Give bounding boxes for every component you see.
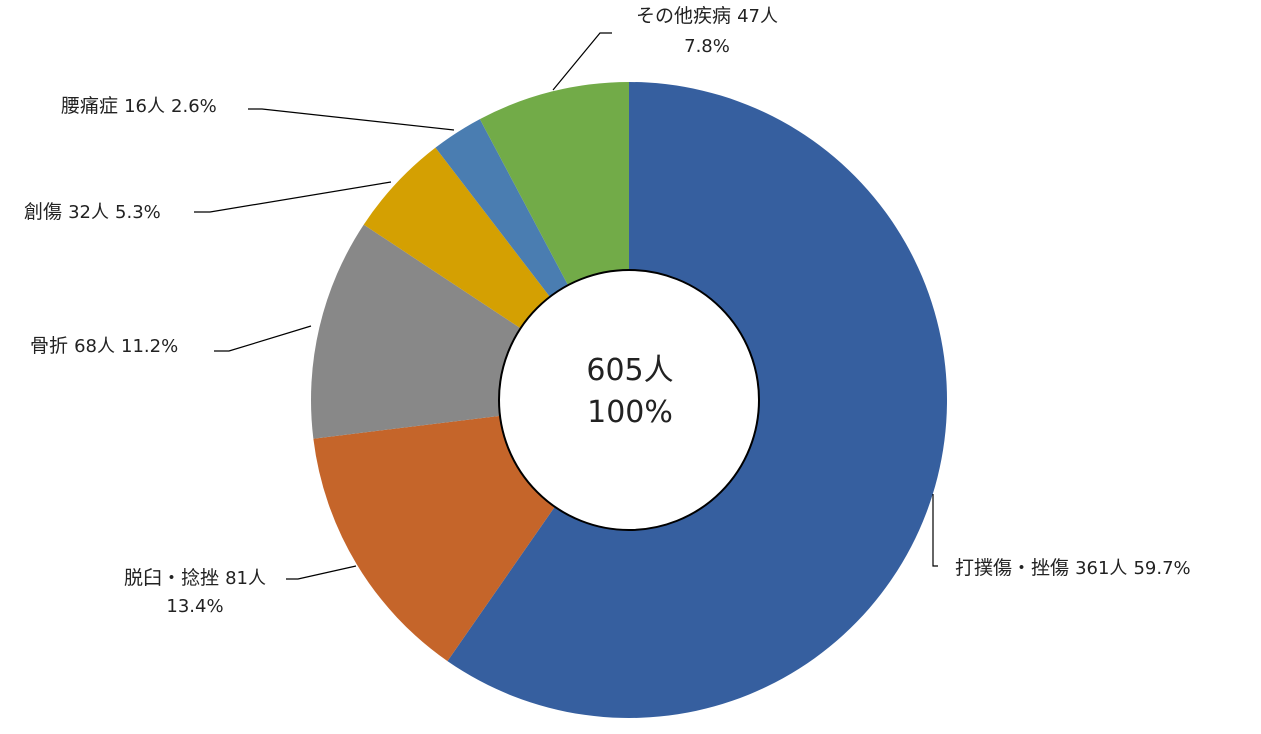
leader-line-bruise [932, 494, 938, 567]
slice-name: 打撲傷・挫傷 [955, 557, 1070, 579]
slice-count: 68人 [74, 336, 115, 357]
slice-count: 16人 [124, 96, 165, 117]
slice-label-backpain: 腰痛症 16人 2.6% [61, 94, 217, 119]
slice-percent: 11.2% [121, 336, 179, 357]
slice-name: その他疾病 [636, 5, 732, 27]
center-total-label: 605人 100% [530, 350, 730, 434]
slice-percent: 13.4% [166, 596, 224, 617]
slice-name: 骨折 [30, 335, 69, 357]
leader-lines-group [194, 32, 938, 580]
leader-line-dislocation [286, 565, 357, 580]
slice-name: 腰痛症 [61, 95, 119, 117]
center-total-percent: 100% [587, 395, 673, 430]
center-total-count: 605人 [586, 353, 674, 388]
leader-line-other [552, 32, 612, 91]
slice-label-dislocation: 脱臼・捻挫 81人 13.4% [110, 566, 280, 619]
slice-label-fracture: 骨折 68人 11.2% [30, 334, 178, 359]
slice-name: 脱臼・捻挫 [124, 567, 220, 589]
slice-count: 81人 [225, 568, 266, 589]
slice-percent: 2.6% [171, 96, 217, 117]
slice-count: 361人 [1075, 558, 1128, 579]
donut-hole [498, 269, 760, 531]
slice-label-wound: 創傷 32人 5.3% [24, 200, 161, 225]
slice-percent: 5.3% [115, 202, 161, 223]
leader-line-wound [194, 181, 392, 213]
slice-percent: 59.7% [1133, 558, 1191, 579]
slice-name: 創傷 [24, 201, 63, 223]
slice-percent: 7.8% [684, 36, 730, 57]
slice-label-other: その他疾病 47人 7.8% [612, 4, 802, 59]
leader-line-backpain [248, 108, 455, 131]
slice-count: 32人 [68, 202, 109, 223]
leader-line-fracture [214, 325, 312, 352]
slice-label-bruise: 打撲傷・挫傷 361人 59.7% [955, 556, 1191, 581]
slice-count: 47人 [737, 6, 778, 27]
